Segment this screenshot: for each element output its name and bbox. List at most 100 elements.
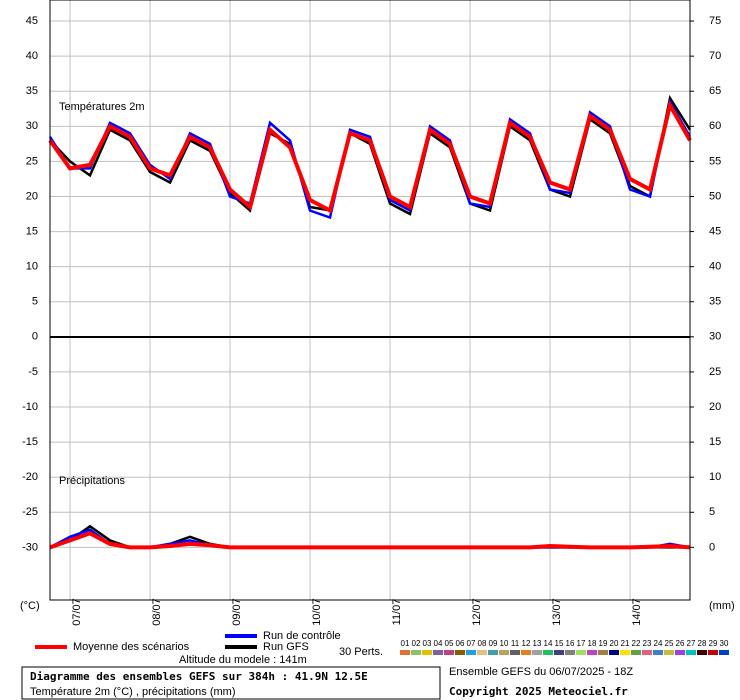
altitude: Altitude du modele : 141m (179, 654, 307, 666)
perturbation-number: 08 (478, 639, 487, 648)
perturbation-swatch (642, 650, 652, 655)
perturbation-swatch (598, 650, 608, 655)
perturbation-swatch (532, 650, 542, 655)
y-tick-label: 0 (32, 331, 38, 343)
y-tick-label: -15 (22, 436, 38, 448)
perturbation-swatch (411, 650, 421, 655)
x-tick-label: 13/07 (551, 598, 563, 626)
y2-tick-label: 30 (709, 331, 721, 343)
x-tick-label: 10/07 (311, 598, 323, 626)
y-tick-label: -25 (22, 506, 38, 518)
precipitation-line (49, 531, 691, 550)
temperature-label: Températures 2m (59, 101, 145, 113)
y2-tick-label: 10 (709, 471, 721, 483)
perturbation-swatch (675, 650, 685, 655)
perturbation-number: 02 (412, 639, 421, 648)
perturbation-number: 30 (720, 639, 729, 648)
x-tick-label: 07/07 (71, 598, 83, 626)
legend-label: Run de contrôle (263, 630, 341, 642)
y2-tick-label: 60 (709, 120, 721, 132)
y2-tick-label: 50 (709, 190, 721, 202)
y2-tick-label: 75 (709, 15, 721, 27)
perturbation-number: 29 (709, 639, 718, 648)
precipitation-label: Précipitations (59, 475, 126, 487)
perturbation-swatch (631, 650, 641, 655)
y2-tick-label: 45 (709, 225, 721, 237)
perturbation-number: 16 (566, 639, 575, 648)
copyright: Copyright 2025 Meteociel.fr (449, 685, 628, 698)
perturbation-number: 21 (621, 639, 630, 648)
perturbation-number: 14 (544, 639, 553, 648)
perturbation-swatch (422, 650, 432, 655)
perturbation-number: 18 (588, 639, 597, 648)
y2-tick-label: 20 (709, 401, 721, 413)
perturbation-number: 24 (654, 639, 663, 648)
run-info: Ensemble GEFS du 06/07/2025 - 18Z (449, 666, 633, 678)
y2-tick-label: 70 (709, 50, 721, 62)
y-tick-label: 10 (26, 261, 38, 273)
y-tick-label: -20 (22, 471, 38, 483)
y2-tick-label: 5 (709, 506, 715, 518)
perturbation-swatch (400, 650, 410, 655)
x-tick-label: 14/07 (631, 598, 643, 626)
perturbation-number: 28 (698, 639, 707, 648)
temperature-line (48, 99, 692, 214)
perturbation-number: 09 (489, 639, 498, 648)
x-tick-label: 08/07 (151, 598, 163, 626)
perturbation-swatch (433, 650, 443, 655)
perturbation-swatch (719, 650, 729, 655)
plot-frame (49, 0, 691, 601)
perturbation-swatch (521, 650, 531, 655)
y2-tick-label: 55 (709, 155, 721, 167)
marks (48, 94, 692, 550)
y-tick-label: -5 (28, 366, 38, 378)
perturbation-swatch (620, 650, 630, 655)
perturbation-swatch (653, 650, 663, 655)
perturbation-swatch (565, 650, 575, 655)
y-unit: (°C) (20, 600, 40, 612)
y2-tick-label: 65 (709, 85, 721, 97)
y-tick-label: 45 (26, 15, 38, 27)
perturbation-number: 01 (401, 639, 410, 648)
perturbation-swatch (686, 650, 696, 655)
perturbation-number: 07 (467, 639, 476, 648)
perturbation-number: 13 (533, 639, 542, 648)
perturbation-swatch (499, 650, 509, 655)
y-tick-label: 5 (32, 296, 38, 308)
perturbation-number: 04 (434, 639, 443, 648)
legend-label: Run GFS (263, 641, 309, 653)
chart-subtitle: Température 2m (°C) , précipitations (mm… (30, 686, 236, 698)
title-box (21, 666, 441, 700)
perturbation-swatch (510, 650, 520, 655)
perturbation-number: 15 (555, 639, 564, 648)
perturbation-swatch (488, 650, 498, 655)
perturbation-number: 06 (456, 639, 465, 648)
legend: Moyenne des scénarios Run de contrôleRun … (35, 630, 729, 655)
perturbation-number: 17 (577, 639, 586, 648)
y-tick-label: 20 (26, 190, 38, 202)
perturbation-swatch (543, 650, 553, 655)
perturbation-number: 25 (665, 639, 674, 648)
perturbation-number: 22 (632, 639, 641, 648)
perturbation-number: 19 (599, 639, 608, 648)
perturbation-number: 20 (610, 639, 619, 648)
y-tick-label: 40 (26, 50, 38, 62)
perturbation-swatch (466, 650, 476, 655)
perturbation-number: 03 (423, 639, 432, 648)
perturbation-swatch (576, 650, 586, 655)
y2-tick-label: 25 (709, 366, 721, 378)
legend-label: Moyenne des scénarios (73, 641, 190, 653)
perturbation-swatch (444, 650, 454, 655)
perturbation-number: 23 (643, 639, 652, 648)
perturbation-swatch (708, 650, 718, 655)
perturbation-number: 05 (445, 639, 454, 648)
y2-tick-label: 0 (709, 541, 715, 553)
perturbation-number: 26 (676, 639, 685, 648)
x-tick-label: 11/07 (391, 599, 403, 626)
perturbation-number: 10 (500, 639, 509, 648)
y2-tick-label: 35 (709, 296, 721, 308)
perturbation-number: 12 (522, 639, 531, 648)
chart-title: Diagramme des ensembles GEFS sur 384h : … (30, 670, 368, 683)
y-tick-label: 35 (26, 85, 38, 97)
x-tick-label: 12/07 (471, 598, 483, 626)
